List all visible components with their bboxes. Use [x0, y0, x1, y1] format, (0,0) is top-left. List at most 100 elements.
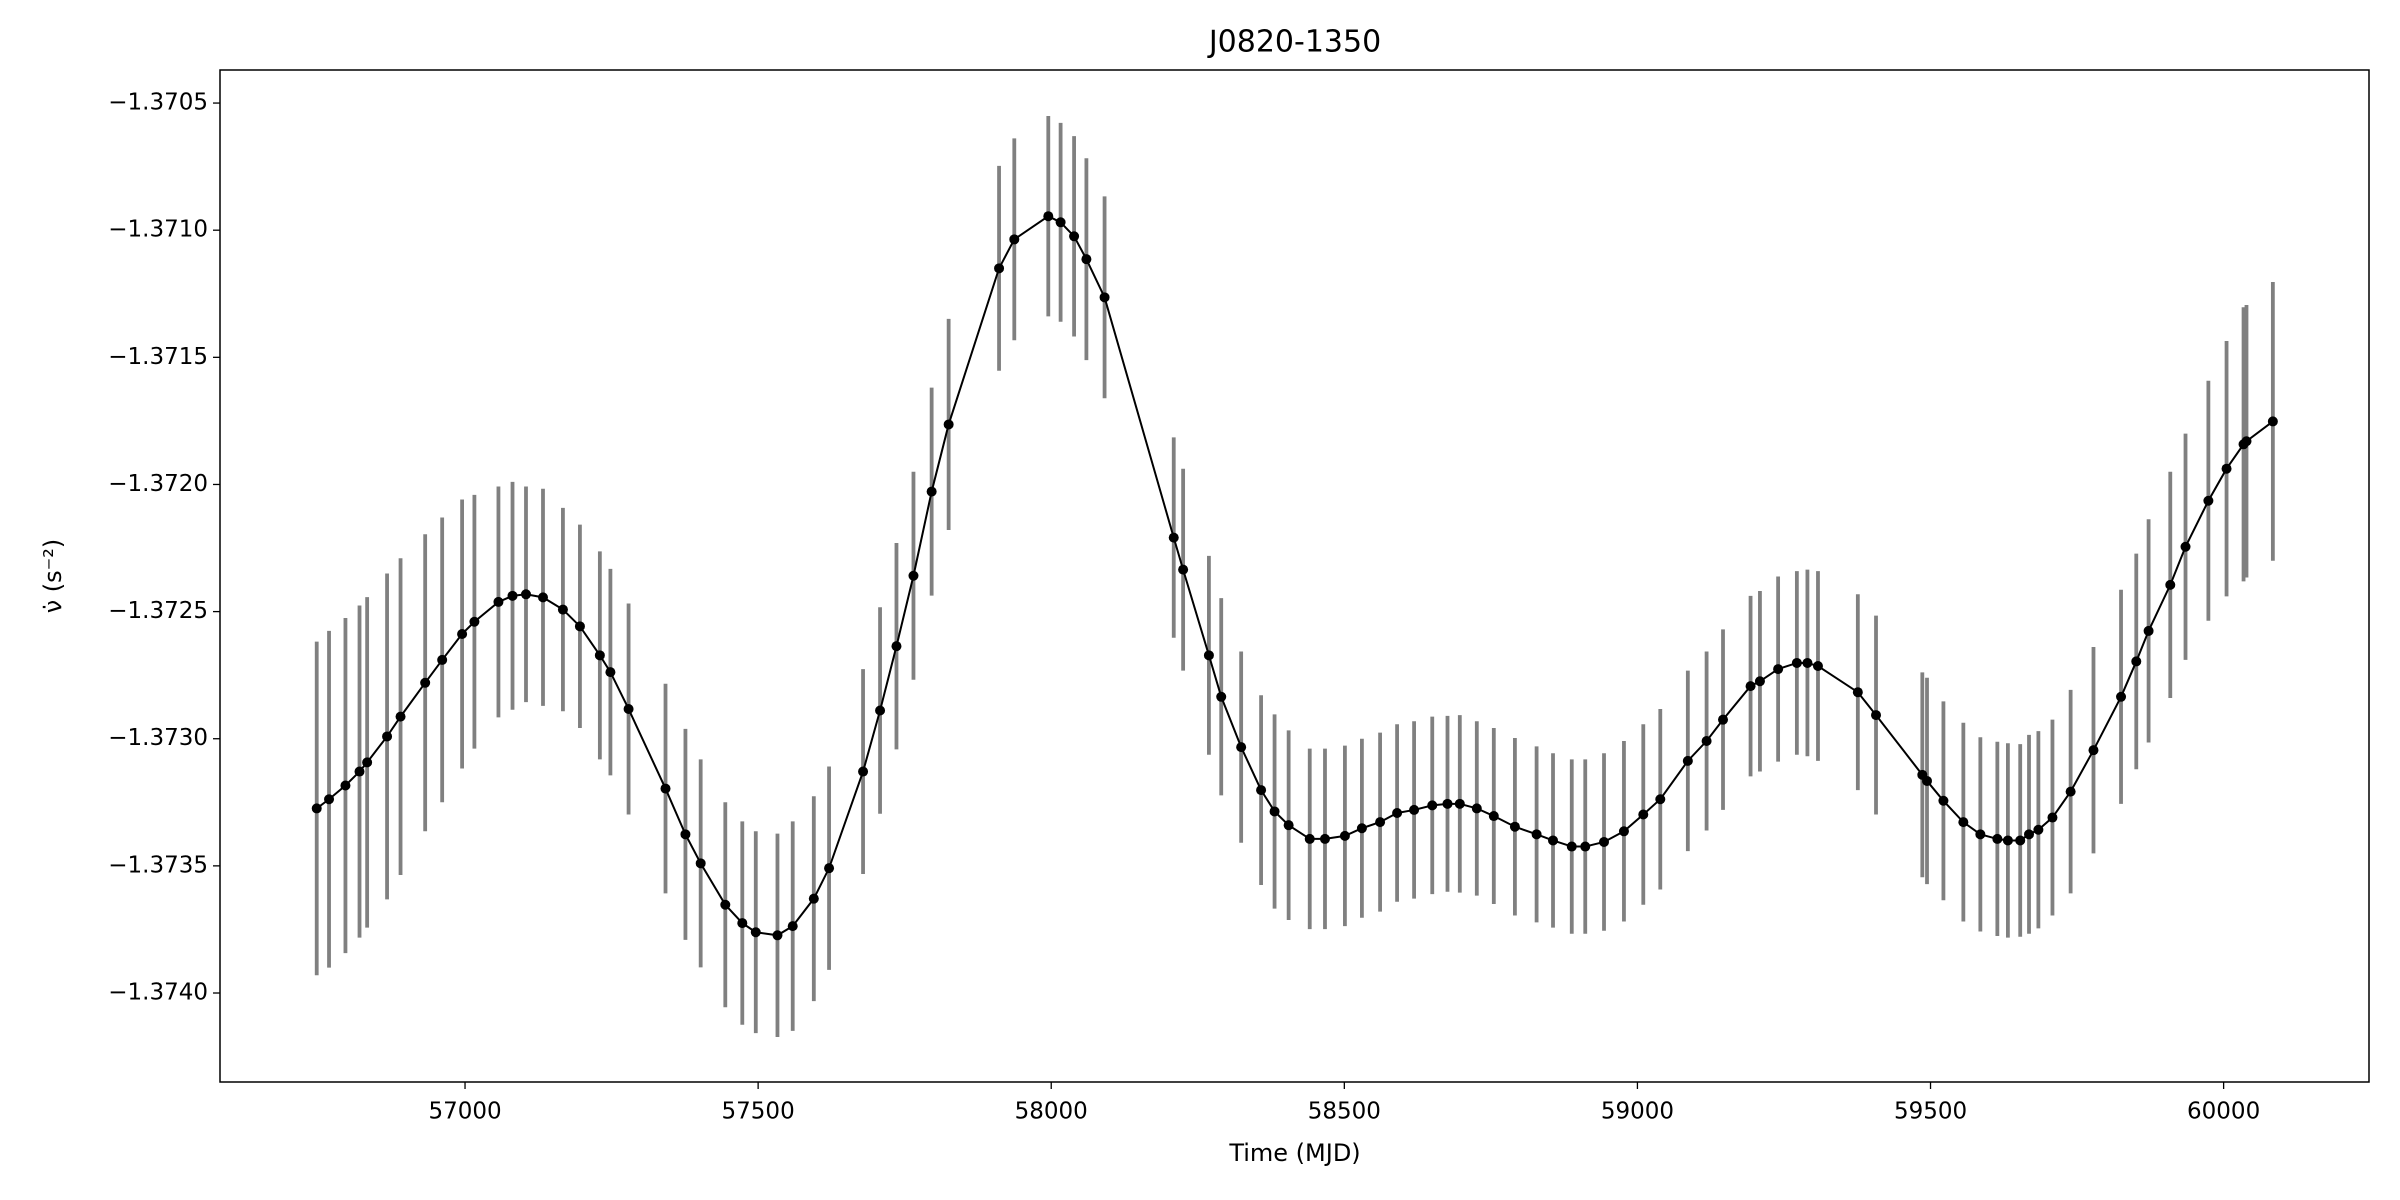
data-point [2015, 835, 2026, 846]
x-tick-label: 57000 [428, 1099, 501, 1125]
data-line [316, 215, 2274, 937]
plot-frame [219, 69, 2370, 1083]
data-point [1356, 823, 1367, 834]
data-point [1427, 800, 1438, 811]
data-point [1922, 775, 1933, 786]
data-point [1236, 742, 1247, 753]
data-point [382, 731, 393, 742]
data-point [875, 705, 886, 716]
data-point [1791, 657, 1802, 668]
data-point [2047, 812, 2058, 823]
x-axis-label: Time (MJD) [1228, 1139, 1360, 1167]
data-point [1958, 817, 1969, 828]
x-tick-label: 59000 [1601, 1099, 1674, 1125]
data-point [362, 757, 373, 768]
data-point [858, 766, 869, 777]
data-point [2165, 579, 2176, 590]
data-point [457, 628, 468, 639]
data-point [1409, 804, 1420, 815]
data-point [1718, 714, 1729, 725]
data-point [1599, 836, 1610, 847]
data-point [324, 794, 335, 805]
data-point [1754, 676, 1765, 687]
data-point [1975, 829, 1986, 840]
data-point [537, 592, 548, 603]
data-point [574, 621, 585, 632]
data-point [1580, 841, 1591, 852]
data-point [1992, 833, 2003, 844]
data-point [1081, 254, 1092, 265]
data-point [2143, 625, 2154, 636]
data-point [750, 927, 761, 938]
data-point [2116, 691, 2127, 702]
x-tick-label: 60000 [2187, 1099, 2260, 1125]
data-point [1531, 829, 1542, 840]
data-point [1442, 798, 1453, 809]
data-point [772, 930, 783, 941]
data-point [1454, 798, 1465, 809]
data-point [808, 893, 819, 904]
data-point [1773, 664, 1784, 675]
data-point [1618, 826, 1629, 837]
data-point [1168, 532, 1179, 543]
data-point [1812, 661, 1823, 672]
data-point [1339, 830, 1350, 841]
y-axis-label: ν̇ (s⁻²) [39, 539, 67, 614]
y-tick-label: −1.3740 [108, 980, 208, 1006]
y-tick-label: −1.3715 [108, 344, 208, 370]
data-point [943, 419, 954, 430]
data-point [437, 654, 448, 665]
x-tick-label: 59500 [1894, 1099, 1967, 1125]
data-point [1638, 809, 1649, 820]
data-point [2033, 824, 2044, 835]
data-point [1655, 794, 1666, 805]
x-tick-label: 57500 [722, 1099, 795, 1125]
chart-title: J0820-1350 [1207, 25, 1381, 60]
data-point [695, 858, 706, 869]
data-point [311, 803, 322, 814]
data-point [1488, 811, 1499, 822]
data-point [354, 766, 365, 777]
data-point [2024, 829, 2035, 840]
data-point [623, 703, 634, 714]
data-point [1304, 833, 1315, 844]
data-point [1392, 807, 1403, 818]
data-point [493, 596, 504, 607]
data-point [557, 604, 568, 615]
data-point [420, 677, 431, 688]
data-point [594, 650, 605, 661]
data-point [1682, 755, 1693, 766]
data-point [2065, 786, 2076, 797]
data-point [720, 899, 731, 910]
data-point [340, 780, 351, 791]
data-point [891, 641, 902, 652]
y-tick-label: −1.3725 [108, 598, 208, 624]
x-tick-label: 58000 [1015, 1099, 1088, 1125]
data-point [1269, 806, 1280, 817]
data-point [469, 616, 480, 627]
y-tick-label: −1.3730 [108, 725, 208, 751]
data-point [1216, 691, 1227, 702]
data-point [1509, 821, 1520, 832]
data-point [2002, 835, 2013, 846]
data-point [1256, 785, 1267, 796]
data-point [1203, 650, 1214, 661]
data-point [1701, 736, 1712, 747]
x-tick-label: 58500 [1308, 1099, 1381, 1125]
data-point [2241, 436, 2252, 447]
data-point [787, 921, 798, 932]
data-point [2131, 656, 2142, 667]
data-point [2180, 541, 2191, 552]
data-point [908, 570, 919, 581]
data-point [1938, 795, 1949, 806]
data-point [1548, 835, 1559, 846]
data-point [2267, 416, 2278, 427]
data-point [680, 829, 691, 840]
data-point [1099, 292, 1110, 303]
data-point [660, 783, 671, 794]
data-point [1566, 841, 1577, 852]
data-point [395, 711, 406, 722]
